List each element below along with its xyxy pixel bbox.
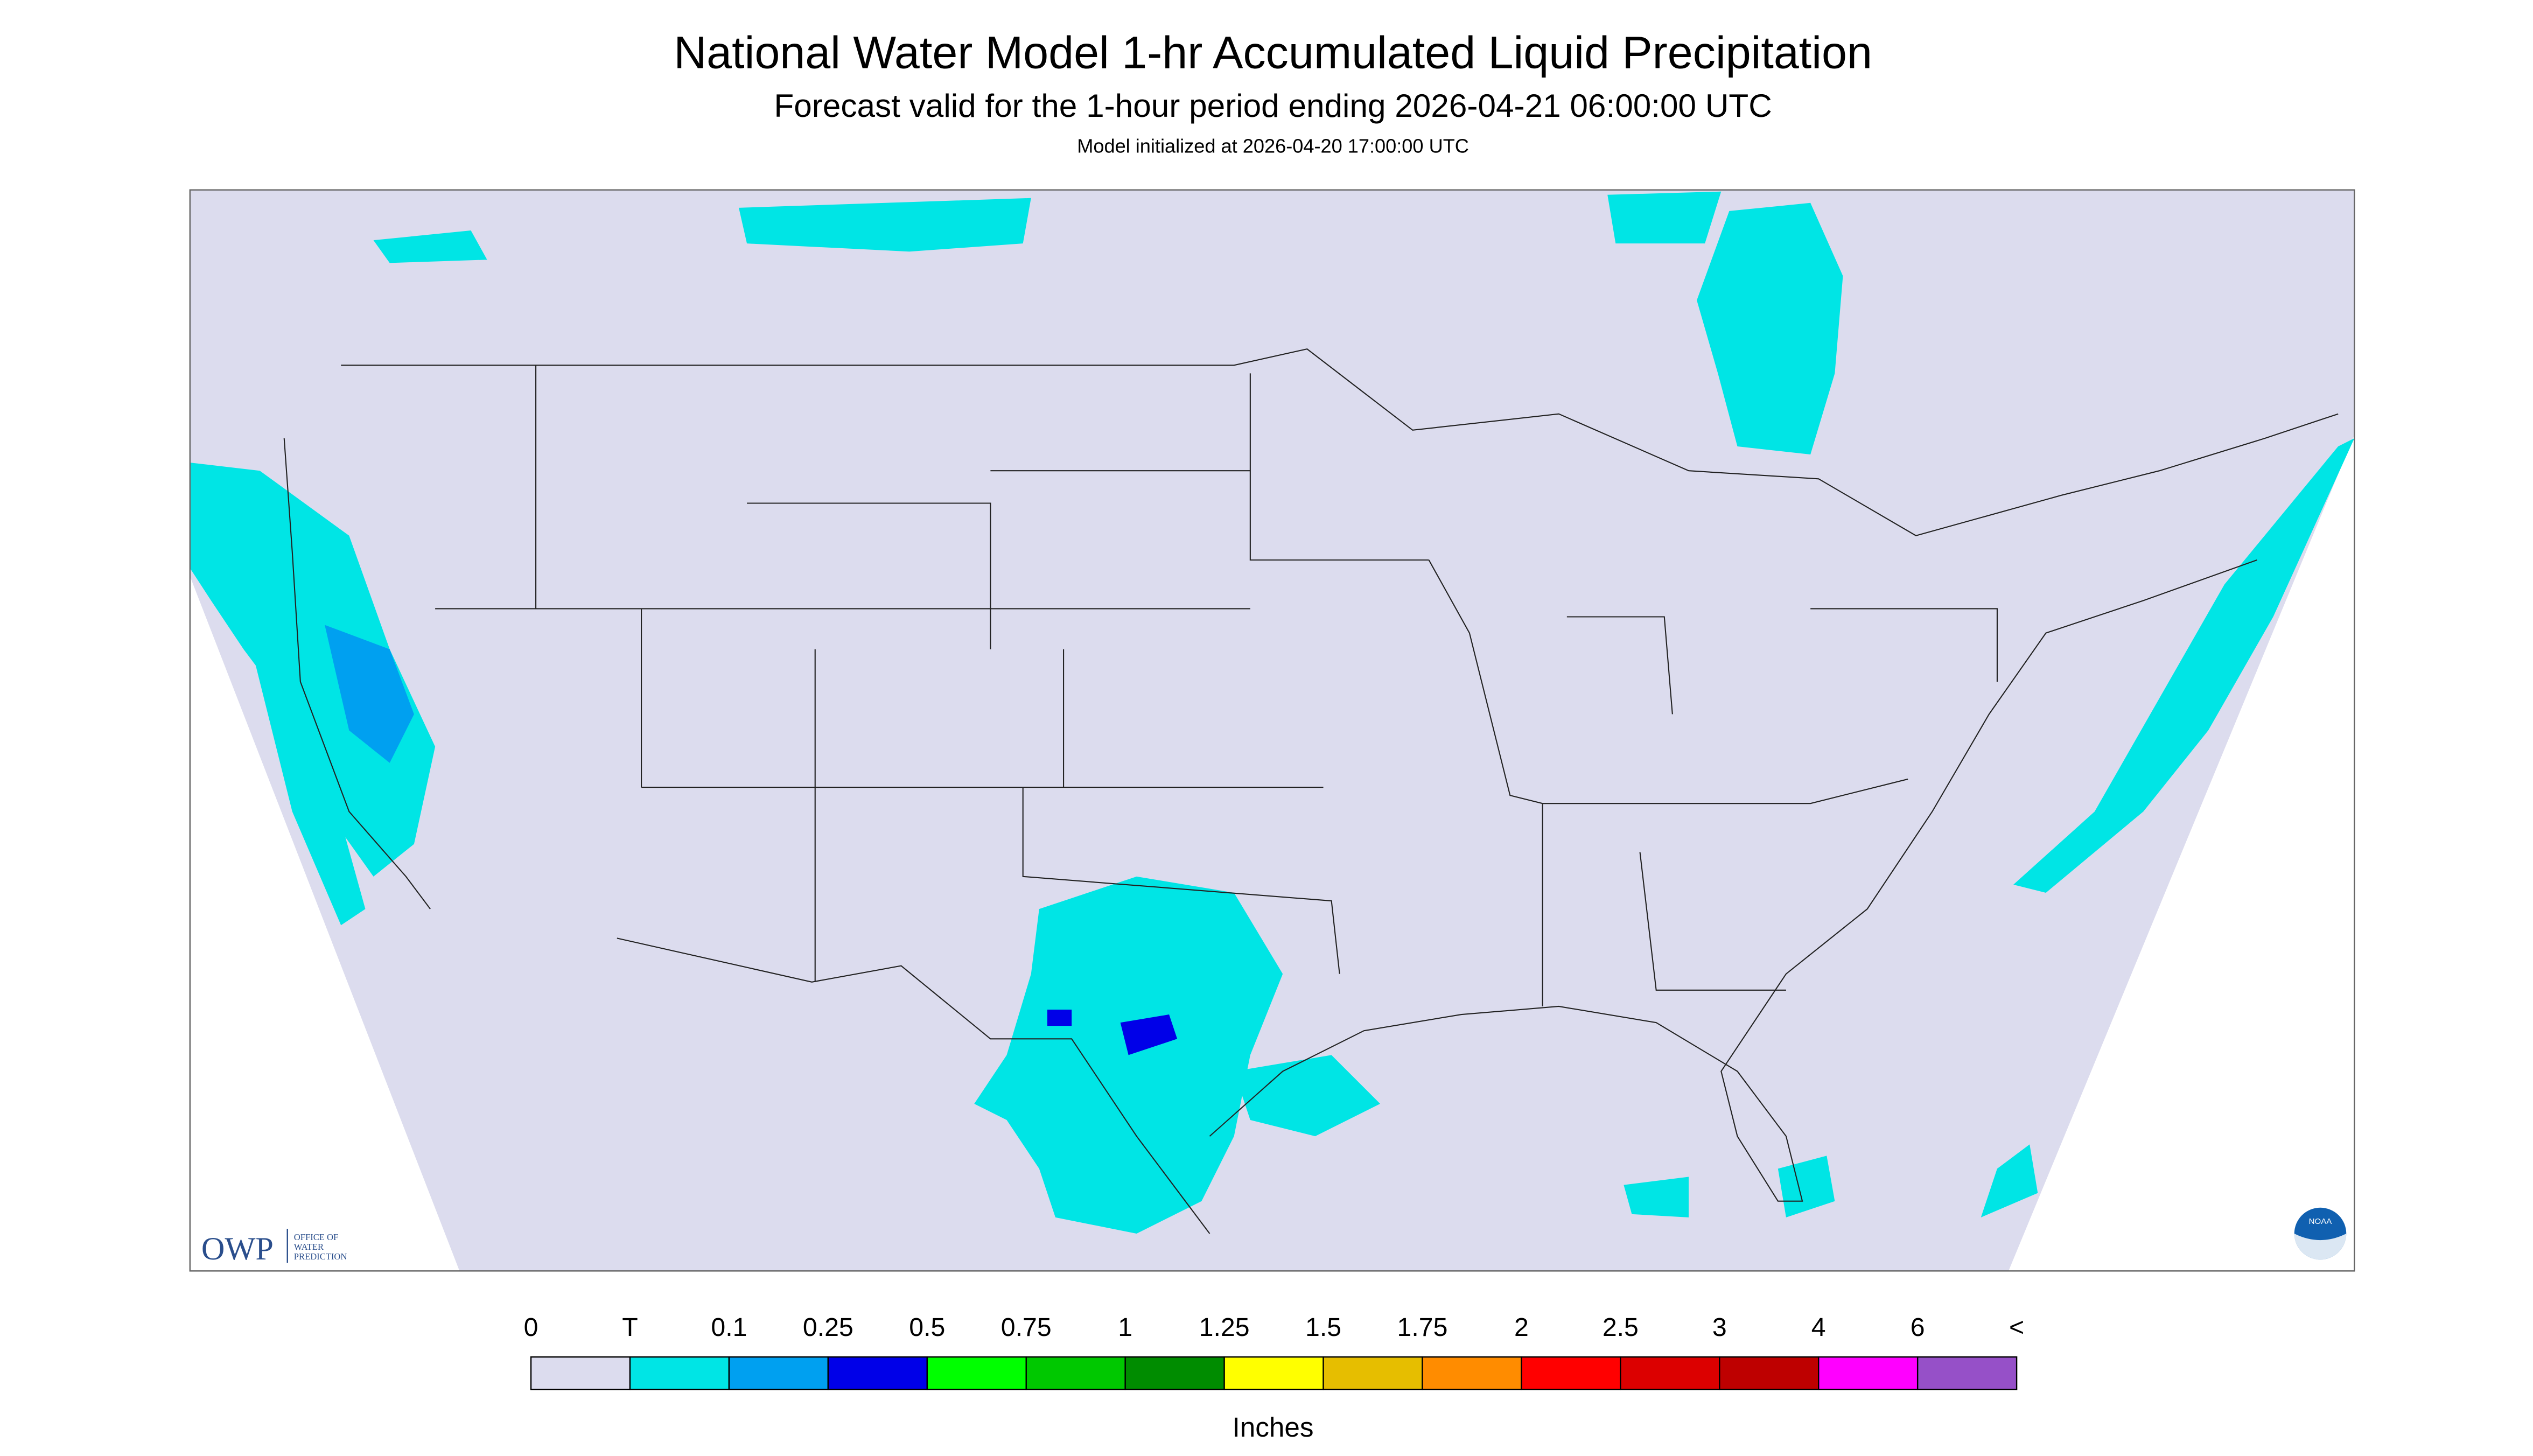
legend-swatch (629, 1356, 730, 1390)
map-domain (190, 190, 2355, 1271)
legend-label: 1.25 (1199, 1313, 1250, 1342)
legend-label: 1.75 (1397, 1313, 1448, 1342)
legend-swatch (530, 1356, 631, 1390)
state-line (435, 365, 1429, 982)
logo-subtext: PREDICTION (294, 1251, 347, 1262)
rain-area (1778, 1156, 1835, 1217)
noaa-label: NOAA (2309, 1217, 2333, 1226)
coastline (1209, 559, 2257, 1202)
legend-swatch (1025, 1356, 1126, 1390)
boundaries (283, 348, 2339, 1234)
legend-swatch (1916, 1356, 2018, 1390)
legend-label: 2 (1514, 1313, 1529, 1342)
state-line (1428, 559, 1998, 1006)
rain-area (1981, 1144, 2038, 1217)
rain-area (325, 625, 414, 763)
legend-label: 2.5 (1603, 1313, 1639, 1342)
legend-label: 1 (1118, 1313, 1132, 1342)
legend-swatch (1223, 1356, 1324, 1390)
subtitle: Forecast valid for the 1-hour period end… (774, 87, 1772, 124)
rain-area (373, 230, 487, 263)
rain-area (739, 198, 1031, 252)
legend-label: T (622, 1313, 638, 1342)
legend-label: 4 (1811, 1313, 1826, 1342)
border-line (617, 937, 1210, 1234)
title: National Water Model 1-hr Accumulated Li… (674, 27, 1872, 78)
legend-swatch (1422, 1356, 1522, 1390)
rain-area (1624, 1177, 1689, 1217)
legend-label: 6 (1911, 1313, 1925, 1342)
rain-area (243, 617, 366, 926)
legend-label: 0.75 (1001, 1313, 1052, 1342)
rain-area (1697, 202, 1843, 455)
legend-label: 3 (1712, 1313, 1727, 1342)
logo-text: OWP (201, 1231, 274, 1267)
noaa-logo-wave (2294, 1234, 2347, 1260)
legend: 0 T 0.1 0.25 0.5 0.75 1 1.25 1.5 1.75 2 2.5 3 4 6 < (524, 1313, 2024, 1390)
legend-label: 0 (524, 1313, 538, 1342)
rain-area (1120, 1014, 1178, 1055)
legend-swatch (1620, 1356, 1720, 1390)
legend-swatch (1818, 1356, 1919, 1390)
legend-label: 0.25 (803, 1313, 853, 1342)
map-frame (189, 189, 2355, 1272)
legend-swatch (926, 1356, 1027, 1390)
coastline (283, 438, 431, 909)
legend-unit: Inches (1233, 1412, 1314, 1443)
precipitation (190, 191, 2355, 1234)
rain-area (2013, 438, 2355, 893)
rain-area (190, 463, 436, 877)
legend-swatch (1521, 1356, 1621, 1390)
legend-swatch (1719, 1356, 1820, 1390)
legend-label: 0.5 (909, 1313, 945, 1342)
map: OWP OFFICE OF WATER PREDICTION NOAA (189, 189, 2355, 1272)
logo-subtext: WATER (294, 1242, 324, 1252)
legend-swatch (1323, 1356, 1423, 1390)
legend-label: 1.5 (1305, 1313, 1341, 1342)
logo-subtext: OFFICE OF (294, 1232, 338, 1242)
legend-swatch (827, 1356, 928, 1390)
legend-swatch (1124, 1356, 1225, 1390)
legend-label: < (2009, 1313, 2024, 1342)
init-note: Model initialized at 2026-04-20 17:00:00… (1077, 135, 1469, 157)
rain-area (1047, 1010, 1072, 1026)
legend-label: 0.1 (711, 1313, 747, 1342)
rain-area (1234, 1055, 1381, 1137)
border-line (341, 348, 2339, 536)
legend-swatch (728, 1356, 829, 1390)
rain-area (1607, 191, 1722, 244)
